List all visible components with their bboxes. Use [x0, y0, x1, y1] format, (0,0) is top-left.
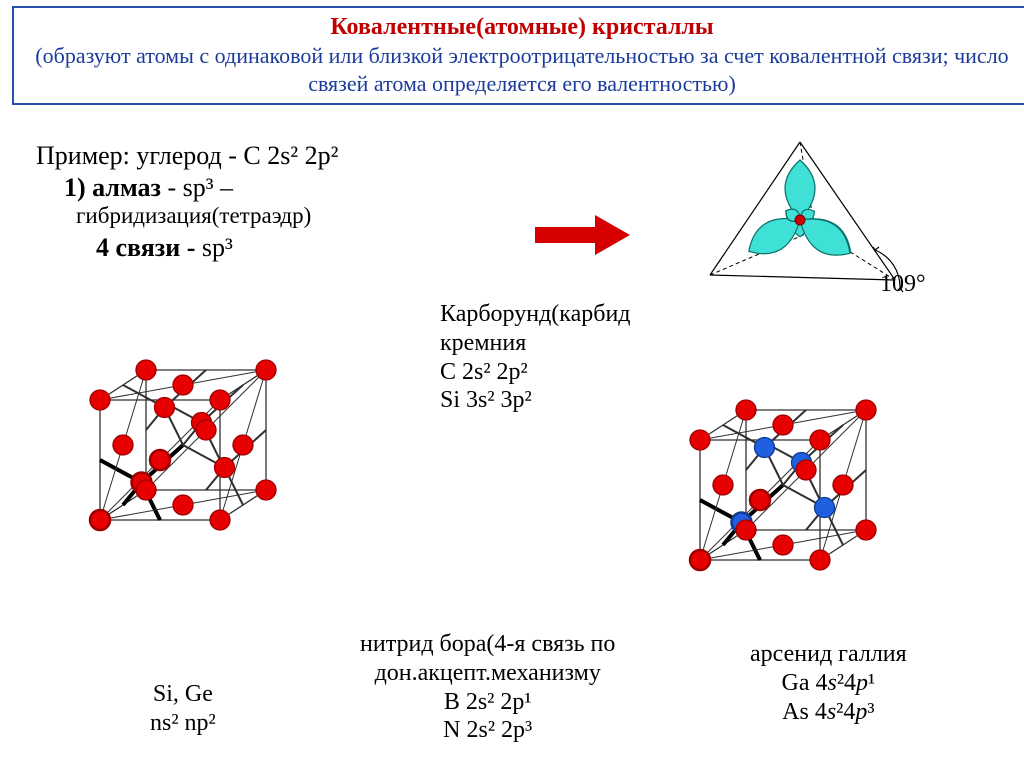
sige-l1: Si, Ge: [150, 680, 216, 709]
gaas-lattice: [660, 310, 1020, 650]
diamond-line2: гибридизация(тетраэдр): [76, 202, 311, 230]
sp3-tetrahedron: [650, 120, 970, 330]
gaas-l2: Ga 4s²4p¹: [750, 669, 907, 698]
sige-block: Si, Ge ns² np²: [150, 680, 216, 738]
diamond-sp3: - sp³ –: [161, 173, 233, 202]
diamond-num: 1): [64, 173, 92, 202]
carborund-block: Карборунд(карбид кремния C 2s² 2p² Si 3s…: [440, 300, 631, 415]
red-arrow: [530, 210, 640, 260]
header-title: Ковалентные(атомные) кристаллы: [22, 12, 1022, 42]
carborund-l3: C 2s² 2p²: [440, 358, 631, 387]
carborund-l2: кремния: [440, 329, 631, 358]
diamond-name: алмаз: [92, 173, 161, 202]
bonds-sp3: sp³: [202, 233, 233, 262]
sige-l2: ns² np²: [150, 709, 216, 738]
diamond-lattice: [60, 270, 420, 650]
bonds-count: 4 связи -: [96, 233, 202, 262]
bn-l2: дон.акцепт.механизму: [360, 659, 615, 688]
bn-l3: B 2s² 2p¹: [360, 688, 615, 717]
carborund-l1: Карборунд(карбид: [440, 300, 631, 329]
carborund-l4: Si 3s² 3p²: [440, 386, 631, 415]
bn-l4: N 2s² 2p³: [360, 716, 615, 745]
header-subtitle: (образуют атомы с одинаковой или близкой…: [22, 42, 1022, 97]
header-box: Ковалентные(атомные) кристаллы (образуют…: [12, 6, 1024, 105]
example-text: Пример: углерод - C 2s² 2p²: [36, 141, 338, 170]
gaas-l3: As 4s²4p³: [750, 698, 907, 727]
diamond-line1: 1) алмаз - sp³ –: [64, 172, 233, 203]
gaas-block: арсенид галлия Ga 4s²4p¹ As 4s²4p³: [750, 640, 907, 726]
diamond-line3: 4 связи - sp³: [96, 232, 233, 263]
example-line: Пример: углерод - C 2s² 2p²: [36, 140, 338, 171]
